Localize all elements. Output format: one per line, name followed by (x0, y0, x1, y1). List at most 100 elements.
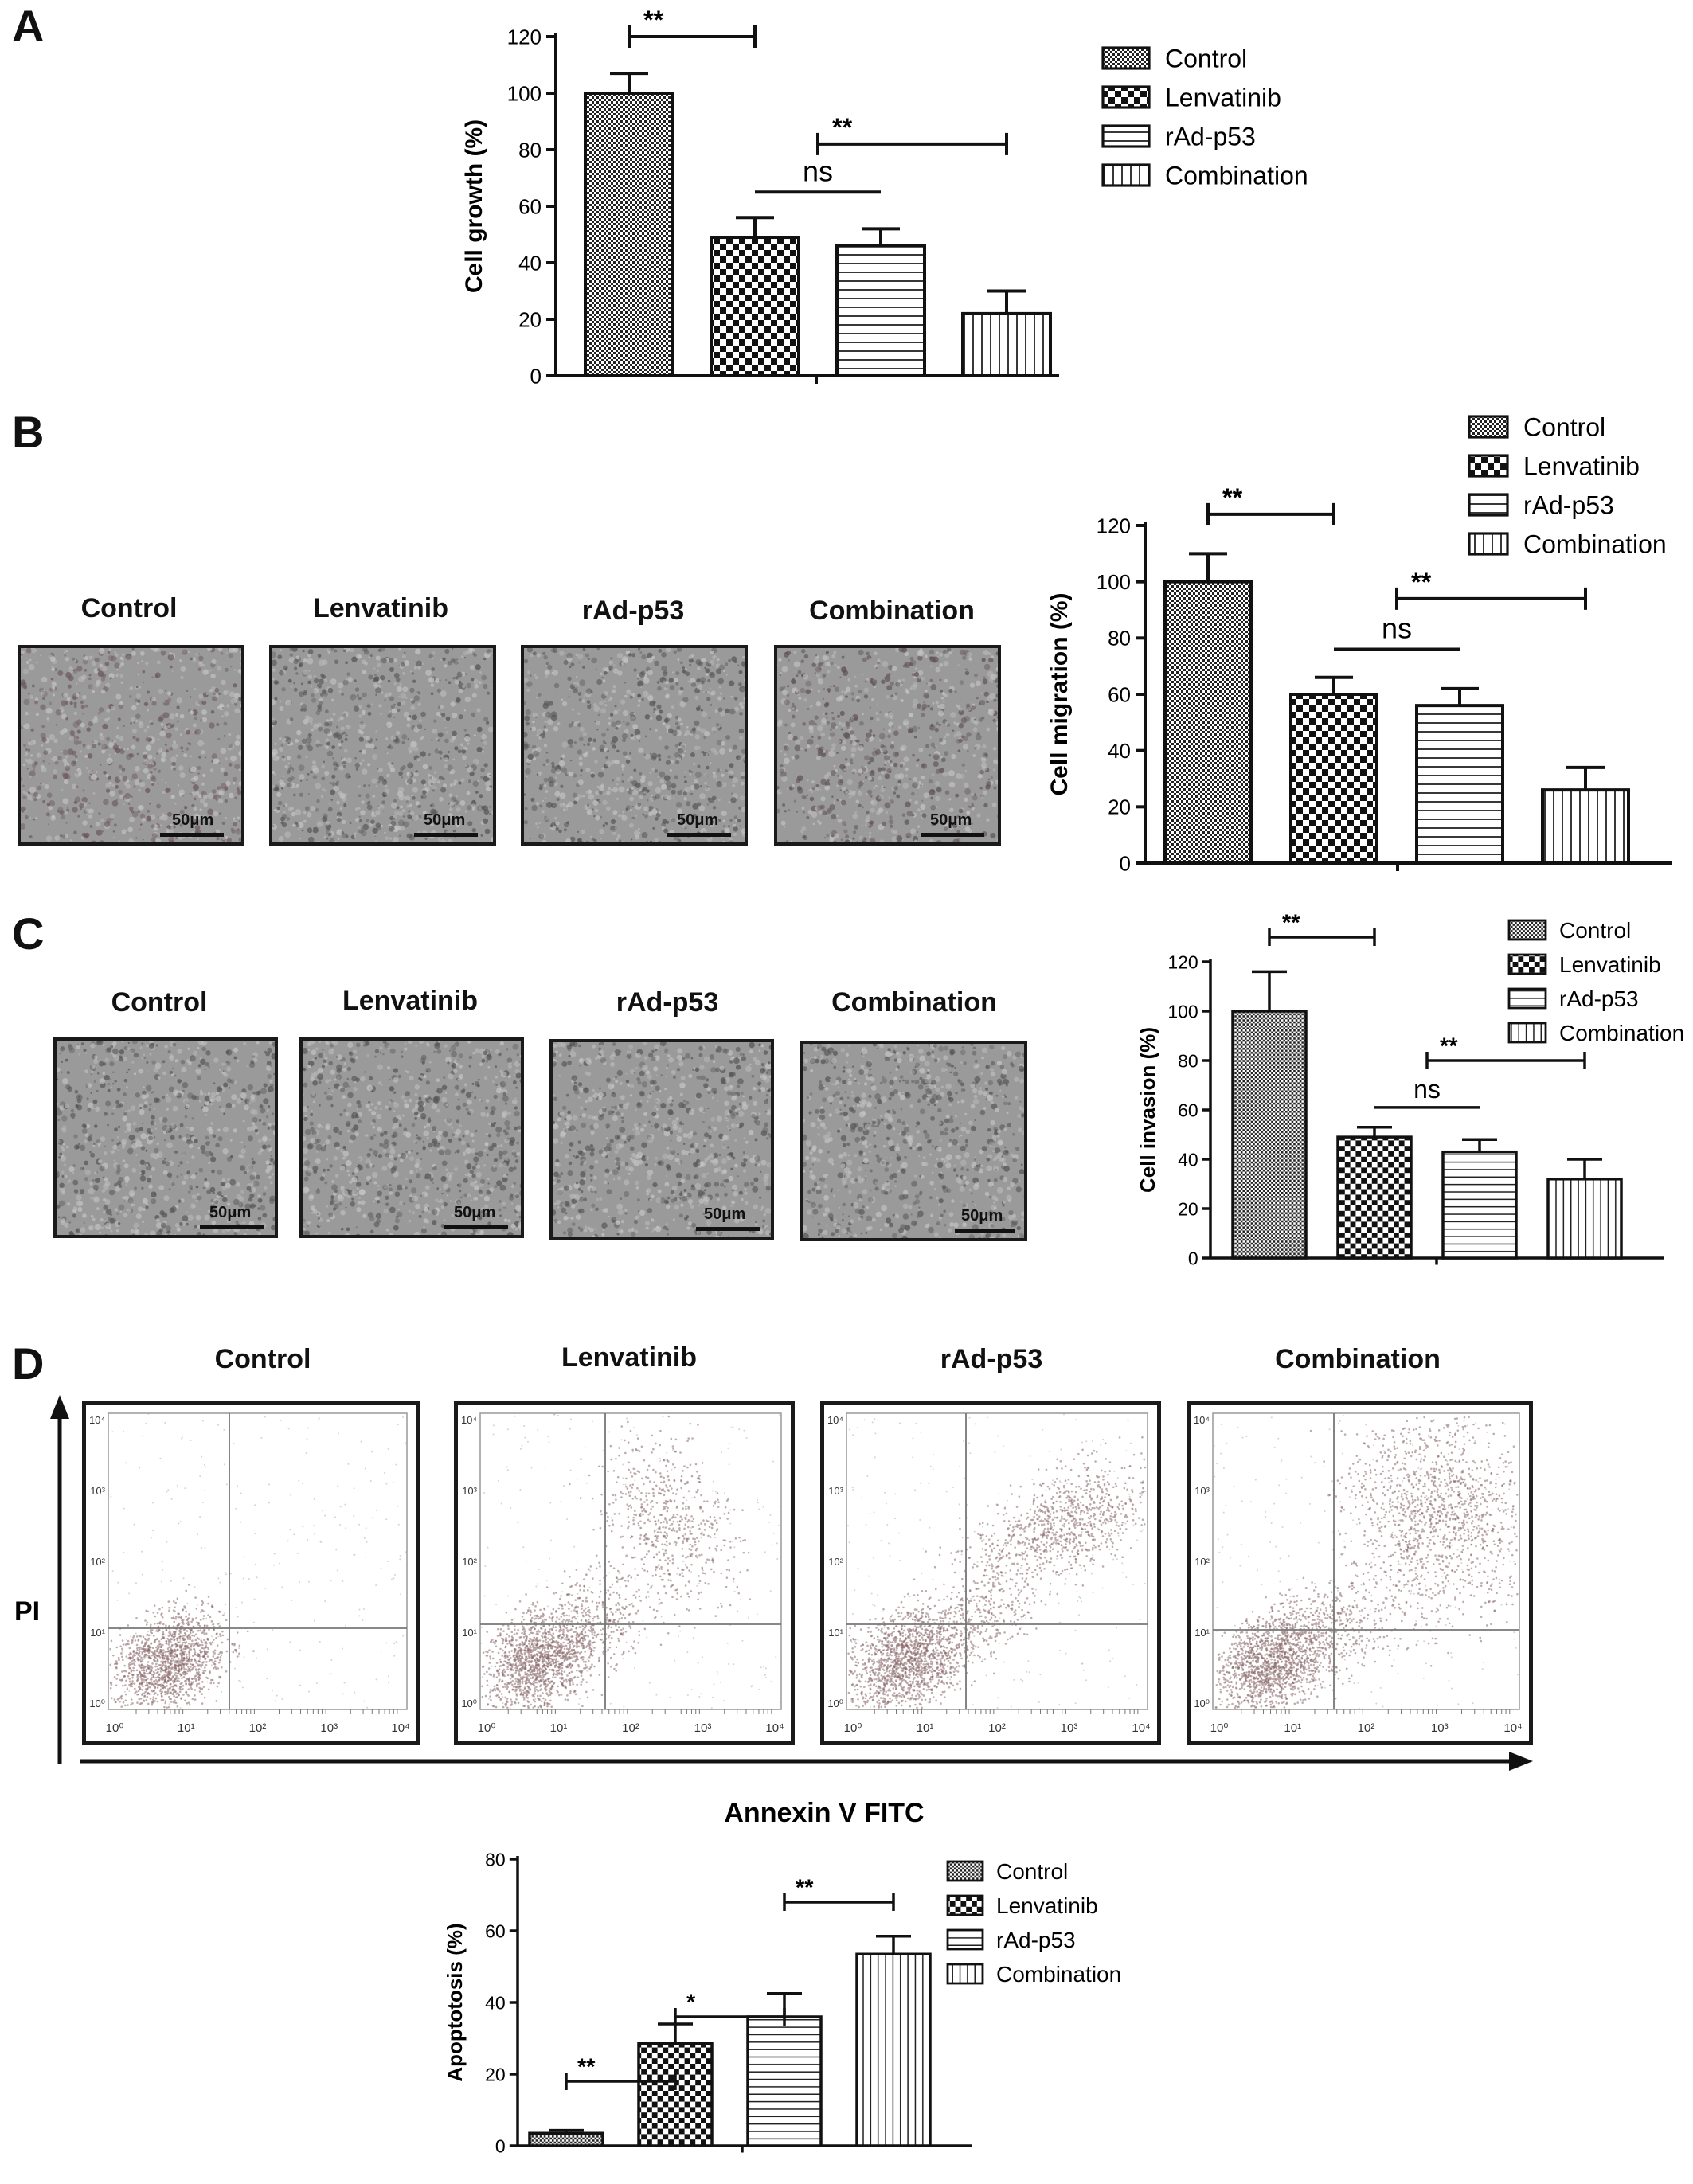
flow-title-control: Control (214, 1344, 311, 1374)
scale-label: 50μm (454, 1204, 496, 1221)
bar-rad-p53 (1441, 1150, 1518, 1260)
legend-label-control: Control (1523, 413, 1605, 442)
flow-x-tick-label: 10⁰ (478, 1721, 496, 1735)
flow-y-tick-label: 10¹ (1194, 1627, 1210, 1639)
flow-y-tick-label: 10⁰ (89, 1698, 105, 1709)
micrograph-c-lenvatinib: 50μm (299, 1037, 524, 1238)
y-tick-label: 0 (1188, 1248, 1198, 1268)
y-tick-label: 40 (1178, 1149, 1198, 1170)
flow-x-tick-label: 10⁴ (1132, 1721, 1150, 1735)
y-tick-label: 120 (1097, 514, 1131, 537)
bar-rad-p53 (835, 244, 926, 378)
legend-swatch-control (1507, 919, 1547, 941)
bar-control (1231, 1010, 1308, 1260)
legend-label-control: Control (996, 1859, 1068, 1884)
legend-swatch-lenvatinib (1507, 953, 1547, 975)
legend-swatch-control (1468, 415, 1509, 439)
micrograph-b-rad-p53: 50μm (521, 645, 748, 846)
bar-rad-p53 (746, 2015, 823, 2147)
bar-combination (1546, 1178, 1623, 1260)
ns-label: ns (803, 154, 833, 187)
flow-y-tick-label: 10⁴ (89, 1414, 105, 1426)
flow-x-tick-label: 10³ (1061, 1721, 1078, 1735)
flow-x-tick-label: 10⁴ (765, 1721, 784, 1735)
micro-title-b-control: Control (80, 593, 178, 623)
panel-letter-d: D (12, 1338, 45, 1389)
flow-plot-control: 10⁰ 10⁰ 10¹ 10¹ 10² 10² 10³ 10³ 10⁴ 10⁴ (82, 1401, 420, 1745)
flow-y-tick-label: 10³ (828, 1485, 843, 1497)
scale-label: 50μm (704, 1205, 746, 1223)
flow-x-tick-label: 10⁰ (106, 1721, 124, 1735)
flow-x-tick-label: 10⁴ (391, 1721, 409, 1735)
flow-x-tick-label: 10⁰ (1210, 1721, 1229, 1735)
legend-label-control: Control (1559, 918, 1631, 943)
bar-control (528, 2131, 604, 2147)
scale-label: 50μm (961, 1207, 1003, 1225)
micrograph-b-combination: 50μm (774, 645, 1001, 846)
scale-label: 50μm (677, 811, 719, 829)
flow-events (847, 1413, 1147, 1709)
bar-combination (855, 1952, 932, 2147)
legend-label-control: Control (1165, 45, 1247, 73)
y-tick-label: 120 (1167, 951, 1198, 972)
y-tick-label: 60 (1178, 1100, 1198, 1120)
panel-letter-c: C (12, 908, 45, 959)
y-axis-label: Cell growth (%) (461, 119, 487, 293)
legend-label-rad-p53: rAd-p53 (1165, 123, 1256, 151)
significance-label: ** (1411, 568, 1432, 596)
legend-swatch-combination (1507, 1022, 1547, 1044)
legend-label-rad-p53: rAd-p53 (996, 1928, 1076, 1952)
flow-x-tick-label: 10¹ (917, 1721, 934, 1735)
flow-events (1212, 1415, 1520, 1709)
significance-label: ** (1282, 911, 1300, 936)
annexin-axis-label: Annexin V FITC (724, 1798, 924, 1828)
significance-label: ** (577, 2055, 596, 2080)
bar-lenvatinib (1289, 693, 1378, 865)
flow-plot-rad-p53: 10⁰ 10⁰ 10¹ 10¹ 10² 10² 10³ 10³ 10⁴ 10⁴ (820, 1401, 1161, 1745)
y-tick-label: 40 (1108, 739, 1131, 763)
bar-lenvatinib (1336, 1135, 1413, 1260)
legend-swatch-lenvatinib (1468, 454, 1509, 478)
flow-y-tick-label: 10² (90, 1556, 105, 1568)
flow-y-tick-label: 10¹ (828, 1627, 843, 1639)
significance-label: * (686, 1991, 696, 2016)
micro-title-c-rad-p53: rAd-p53 (616, 987, 719, 1018)
flow-y-tick-label: 10² (462, 1556, 477, 1568)
micro-title-b-lenvatinib: Lenvatinib (312, 593, 449, 623)
y-tick-label: 60 (1108, 682, 1131, 706)
flow-x-tick-label: 10³ (320, 1721, 338, 1735)
micrograph-b-lenvatinib: 50μm (269, 645, 496, 846)
flow-y-tick-label: 10² (828, 1556, 843, 1568)
scale-label: 50μm (209, 1204, 252, 1221)
legend-label-lenvatinib: Lenvatinib (1559, 952, 1661, 977)
flow-events (108, 1412, 407, 1710)
micro-title-c-lenvatinib: Lenvatinib (342, 986, 479, 1016)
flow-y-tick-label: 10⁰ (1194, 1698, 1210, 1709)
bar-lenvatinib (710, 236, 800, 377)
y-tick-label: 20 (518, 307, 542, 331)
y-tick-label: 120 (507, 25, 542, 49)
flow-y-tick-label: 10¹ (462, 1627, 477, 1639)
panel-letter-b: B (12, 407, 45, 457)
y-tick-label: 0 (495, 2135, 506, 2156)
flow-plot-frame (1212, 1412, 1520, 1710)
legend-label-combination: Combination (1559, 1021, 1684, 1045)
legend-swatch-lenvatinib (1101, 85, 1151, 109)
flow-title-lenvatinib: Lenvatinib (561, 1342, 698, 1373)
flow-title-combination: Combination (1275, 1344, 1441, 1374)
flow-x-tick-label: 10² (988, 1721, 1006, 1735)
flow-plot-frame (108, 1412, 408, 1710)
legend-swatch-rad-p53 (1101, 124, 1151, 148)
micrograph-c-control: 50μm (53, 1037, 278, 1238)
bar-combination (961, 311, 1052, 377)
bar-control (584, 92, 674, 377)
panel-letter-a: A (12, 1, 45, 51)
flow-y-tick-label: 10⁴ (1194, 1414, 1210, 1426)
flow-x-tick-label: 10⁰ (844, 1721, 862, 1735)
flow-plot-combination: 10⁰ 10⁰ 10¹ 10¹ 10² 10² 10³ 10³ 10⁴ 10⁴ (1187, 1401, 1533, 1745)
micrograph-c-rad-p53: 50μm (549, 1039, 774, 1240)
legend-swatch-control (1101, 46, 1151, 70)
legend-swatch-combination (946, 1963, 984, 1985)
flow-y-tick-label: 10³ (462, 1485, 477, 1497)
